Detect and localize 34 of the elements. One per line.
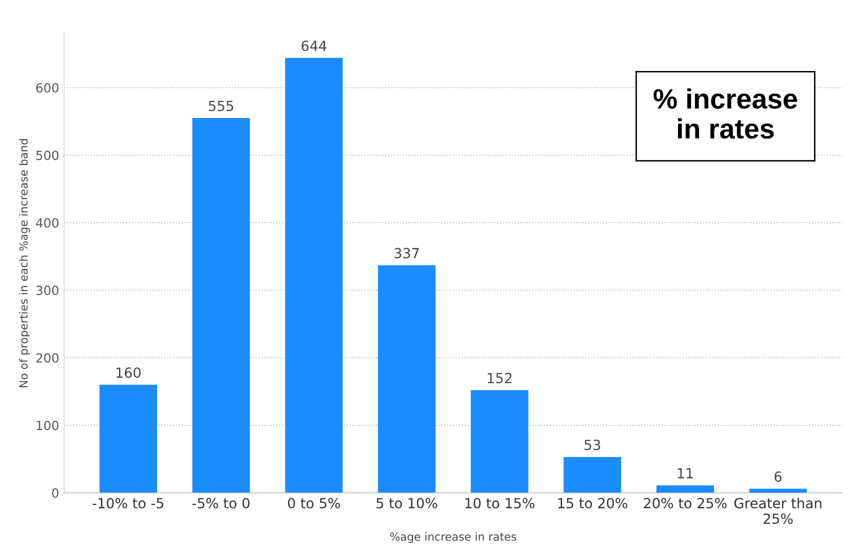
- y-tick-label: 500: [36, 150, 58, 160]
- data-label: 152: [488, 372, 512, 384]
- data-label: 644: [302, 40, 326, 52]
- y-tick-label: 300: [36, 286, 58, 296]
- y-tick-label: 100: [36, 420, 58, 430]
- x-axis-title: %age increase in rates: [390, 532, 516, 543]
- y-tick-label: 0: [52, 488, 58, 498]
- x-tick-label: 0 to 5%: [288, 498, 340, 508]
- bar: [656, 485, 714, 493]
- x-tick-label: -10% to -5: [92, 498, 164, 508]
- bar: [564, 457, 622, 493]
- x-tick-label: 15 to 20%: [558, 498, 628, 508]
- x-tick-label: 20% to 25%: [644, 498, 727, 508]
- data-label: 11: [678, 468, 693, 478]
- y-tick-label: 200: [36, 353, 58, 363]
- annotation: % increase in rates: [654, 88, 798, 139]
- x-tick-label: 10 to 15%: [465, 498, 534, 508]
- x-tick-label: Greater than 25%: [734, 498, 822, 524]
- bar: [470, 390, 528, 493]
- data-label: 6: [774, 471, 782, 482]
- data-label: 555: [208, 100, 234, 112]
- bar: [192, 118, 250, 493]
- y-axis-title: No of properties in each %age increase band: [19, 139, 30, 388]
- y-tick-label: 400: [36, 218, 58, 228]
- bar: [285, 58, 343, 493]
- bar: [749, 488, 807, 493]
- x-tick-label: -5% to 0: [192, 498, 250, 508]
- bar: [99, 384, 158, 493]
- bar: [378, 265, 436, 493]
- data-label: 160: [116, 367, 141, 378]
- data-label: 53: [584, 440, 600, 450]
- x-tick-label: 5 to 10%: [376, 498, 438, 508]
- data-label: 337: [394, 248, 419, 258]
- y-tick-label: 600: [36, 83, 58, 93]
